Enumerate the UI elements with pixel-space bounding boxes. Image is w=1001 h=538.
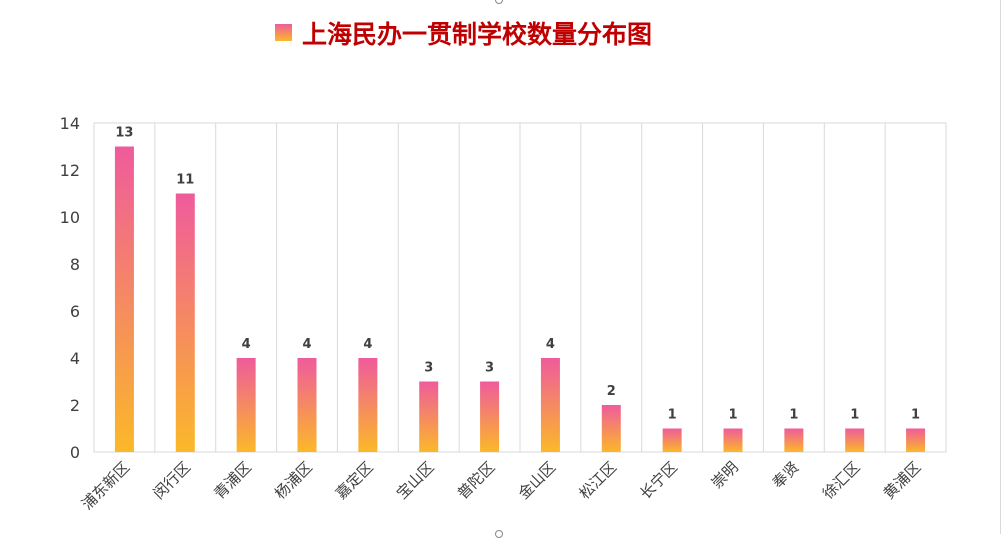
bar[interactable] [662, 428, 682, 453]
y-tick-label: 0 [70, 443, 80, 462]
bar[interactable] [419, 381, 439, 453]
x-tick-label: 长宁区 [636, 458, 681, 503]
x-tick-label: 黄浦区 [880, 458, 925, 503]
chart-title: 上海民办一贯制学校数量分布图 [302, 20, 652, 49]
x-tick-label: 青浦区 [210, 458, 255, 503]
bar[interactable] [540, 358, 560, 452]
x-tick-label: 宝山区 [393, 458, 438, 503]
bar[interactable] [114, 146, 134, 453]
y-tick-label: 8 [70, 255, 80, 274]
x-tick-label: 徐汇区 [819, 458, 864, 503]
x-tick-label: 松江区 [576, 458, 621, 503]
y-tick-label: 6 [70, 302, 80, 321]
x-tick-label: 浦东新区 [78, 458, 133, 513]
bar[interactable] [601, 405, 621, 452]
data-label: 13 [115, 126, 133, 141]
bar[interactable] [297, 358, 317, 452]
data-label: 1 [789, 408, 798, 423]
y-tick-label: 14 [60, 114, 80, 133]
y-tick-label: 10 [60, 208, 80, 227]
y-tick-label: 12 [60, 161, 80, 180]
data-label: 3 [424, 361, 433, 376]
bar[interactable] [845, 428, 865, 453]
data-label: 4 [363, 337, 372, 352]
data-label: 1 [850, 408, 859, 423]
data-label: 4 [242, 337, 251, 352]
bar[interactable] [723, 428, 743, 453]
bottom-resize-handle[interactable] [495, 530, 503, 538]
data-label: 1 [668, 408, 677, 423]
y-tick-label: 2 [70, 396, 80, 415]
bar[interactable] [480, 381, 500, 453]
data-label: 2 [607, 384, 616, 399]
data-label: 3 [485, 361, 494, 376]
x-tick-label: 嘉定区 [332, 458, 377, 503]
x-tick-label: 闵行区 [150, 458, 195, 503]
data-label: 4 [546, 337, 555, 352]
bar[interactable] [358, 358, 378, 452]
bar[interactable] [236, 358, 256, 452]
data-label: 11 [176, 173, 194, 188]
bar[interactable] [906, 428, 926, 453]
y-tick-label: 4 [70, 349, 80, 368]
data-label: 4 [302, 337, 311, 352]
bar[interactable] [784, 428, 804, 453]
x-tick-label: 杨浦区 [271, 458, 316, 503]
x-tick-label: 崇明 [708, 458, 742, 492]
x-tick-label: 普陀区 [454, 458, 499, 503]
legend-swatch [275, 24, 292, 41]
data-label: 1 [911, 408, 920, 423]
x-tick-label: 奉贤 [769, 458, 803, 492]
bar[interactable] [175, 193, 195, 453]
data-label: 1 [728, 408, 737, 423]
x-tick-label: 金山区 [515, 458, 560, 503]
